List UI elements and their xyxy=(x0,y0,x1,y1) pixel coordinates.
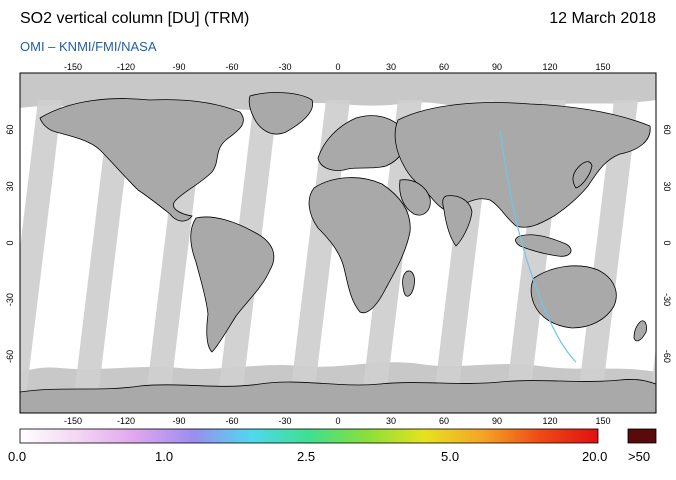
map-title: SO2 vertical column [DU] (TRM) xyxy=(20,10,250,27)
colorbar-label-3: 5.0 xyxy=(441,449,460,464)
colorbar-overflow-swatch xyxy=(627,428,657,444)
australia xyxy=(530,265,617,329)
lon-tick-top-5: 0 xyxy=(335,62,340,72)
lon-tick-top-9: 120 xyxy=(542,62,557,72)
lon-tick-bottom-7: 60 xyxy=(439,416,449,426)
lat-tick-left-4: -60 xyxy=(5,350,15,363)
arabia xyxy=(399,179,431,216)
colorbar-label-1: 1.0 xyxy=(155,449,174,464)
south-america xyxy=(190,216,275,353)
lon-tick-bottom-6: 30 xyxy=(386,416,396,426)
lon-tick-top-2: -90 xyxy=(172,62,185,72)
lat-tick-left-0: 60 xyxy=(5,125,15,135)
lon-tick-top-1: -120 xyxy=(117,62,135,72)
lat-tick-left-3: -30 xyxy=(5,293,15,306)
lon-tick-bottom-8: 90 xyxy=(492,416,502,426)
colorbar-label-0: 0.0 xyxy=(8,449,27,464)
lat-tick-right-2: 0 xyxy=(662,240,672,245)
colorbar-label-2: 2.5 xyxy=(297,449,316,464)
lat-tick-right-0: 60 xyxy=(662,125,672,135)
lat-tick-right-3: -30 xyxy=(662,293,672,306)
greenland xyxy=(248,92,314,135)
madagascar xyxy=(402,270,415,297)
india xyxy=(442,195,473,247)
new-zealand xyxy=(633,320,647,342)
orbit-track-line xyxy=(499,129,577,363)
lon-tick-top-8: 90 xyxy=(492,62,502,72)
africa xyxy=(308,177,411,314)
lat-tick-right-4: -60 xyxy=(662,350,672,363)
lat-tick-left-2: 0 xyxy=(5,240,15,245)
southeast-asia-islands xyxy=(515,234,572,257)
lon-tick-top-0: -150 xyxy=(64,62,82,72)
lon-tick-bottom-3: -60 xyxy=(225,416,238,426)
lon-tick-bottom-0: -150 xyxy=(64,416,82,426)
lon-tick-bottom-5: 0 xyxy=(335,416,340,426)
lon-tick-top-6: 30 xyxy=(386,62,396,72)
map-frame xyxy=(19,72,657,414)
asia xyxy=(394,102,651,228)
lon-tick-bottom-1: -120 xyxy=(117,416,135,426)
lon-tick-bottom-9: 120 xyxy=(542,416,557,426)
axis-ticks: -150 -150 -120 -120 -90 -90 -60 -60 -30 -30 0 0 30 30… xyxy=(5,62,672,426)
continents xyxy=(20,92,656,413)
lon-tick-top-3: -60 xyxy=(225,62,238,72)
antarctica xyxy=(20,379,656,413)
lon-tick-bottom-4: -30 xyxy=(278,416,291,426)
lon-tick-bottom-2: -90 xyxy=(172,416,185,426)
lat-tick-right-1: 30 xyxy=(662,181,672,191)
colorbar-gradient xyxy=(19,428,599,444)
japan xyxy=(572,161,593,189)
colorbar-label-overflow: >50 xyxy=(628,449,651,464)
data-credit: OMI – KNMI/FMI/NASA xyxy=(20,39,157,54)
lon-tick-bottom-10: 150 xyxy=(595,416,610,426)
north-america xyxy=(39,98,244,222)
map-date: 12 March 2018 xyxy=(549,10,656,27)
colorbar-label-4: 20.0 xyxy=(582,449,608,464)
lat-tick-left-1: 30 xyxy=(5,181,15,191)
lon-tick-top-10: 150 xyxy=(595,62,610,72)
lon-tick-top-4: -30 xyxy=(278,62,291,72)
lon-tick-top-7: 60 xyxy=(439,62,449,72)
